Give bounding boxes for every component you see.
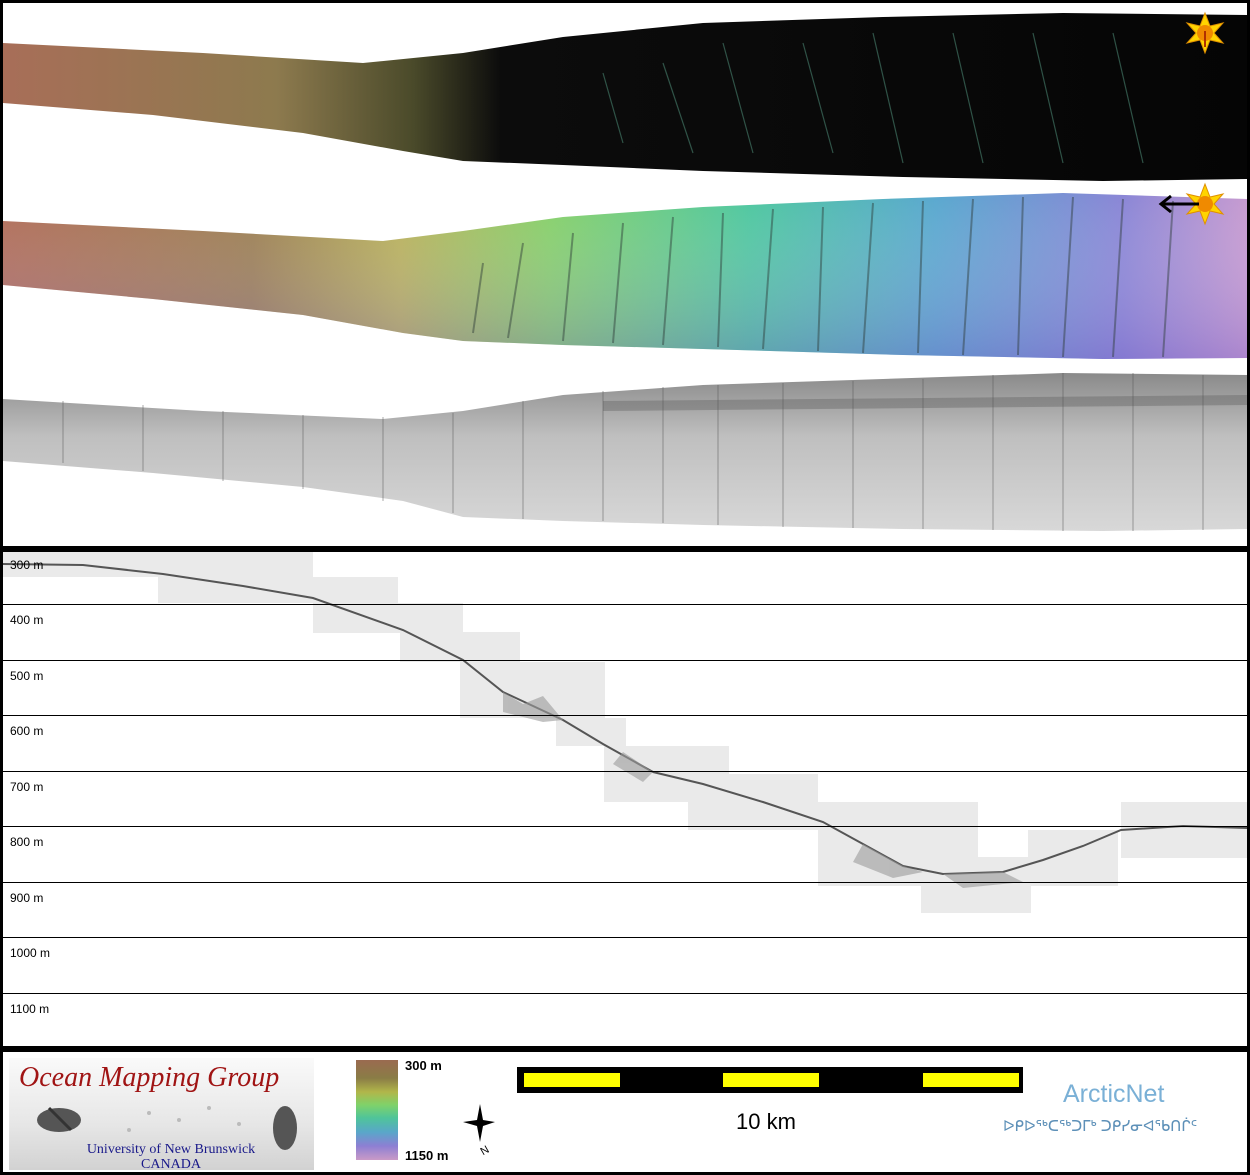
depth-label-500: 500 m bbox=[10, 669, 44, 683]
seismic-profile bbox=[3, 552, 1247, 913]
logo-country: CANADA bbox=[141, 1157, 201, 1170]
svg-text:N: N bbox=[479, 1144, 492, 1158]
colorbar-top-label: 300 m bbox=[405, 1058, 442, 1073]
depth-label-800: 800 m bbox=[10, 835, 44, 849]
depth-profile-panel: 300 m 400 m 500 m 600 m 700 m 800 m 900 … bbox=[3, 552, 1247, 1046]
depth-label-900: 900 m bbox=[10, 891, 44, 905]
depth-gridline bbox=[3, 715, 1247, 716]
scale-bar bbox=[517, 1067, 1023, 1093]
depth-label-400: 400 m bbox=[10, 613, 44, 627]
seafloor-image bbox=[37, 1106, 297, 1150]
sun-icon bbox=[1185, 182, 1225, 226]
map-panel bbox=[3, 3, 1247, 546]
depth-colorbar bbox=[356, 1060, 398, 1160]
depth-label-700: 700 m bbox=[10, 780, 44, 794]
depth-label-600: 600 m bbox=[10, 724, 44, 738]
legend-panel: Ocean Mapping Group University of New Br… bbox=[3, 1052, 1247, 1172]
depth-label-1100: 1100 m bbox=[10, 1002, 50, 1016]
colorbar-bottom-label: 1150 m bbox=[405, 1148, 449, 1163]
arcticnet-logo: ArcticNet bbox=[1063, 1080, 1165, 1108]
depth-gridline bbox=[3, 882, 1247, 883]
depth-gridline bbox=[3, 826, 1247, 827]
bathymetry-strips bbox=[3, 11, 1247, 531]
north-arrow-icon: N bbox=[463, 1104, 495, 1158]
scale-segment bbox=[923, 1073, 1019, 1087]
ocean-mapping-group-logo: Ocean Mapping Group University of New Br… bbox=[9, 1058, 314, 1170]
logo-title: Ocean Mapping Group bbox=[19, 1062, 280, 1093]
seafloor-profile-line bbox=[3, 563, 1247, 876]
logo-subtitle: University of New Brunswick CANADA bbox=[81, 1142, 261, 1170]
backscatter-strip bbox=[3, 373, 1247, 531]
depth-gridline bbox=[3, 771, 1247, 772]
sun-icon bbox=[1185, 11, 1225, 55]
depth-label-1000: 1000 m bbox=[10, 946, 51, 960]
depth-gridline bbox=[3, 660, 1247, 661]
multibeam-strip-night bbox=[3, 13, 1247, 181]
scale-segment bbox=[524, 1073, 620, 1087]
depth-gridline bbox=[3, 937, 1247, 938]
scale-segment bbox=[723, 1073, 819, 1087]
arcticnet-inuktitut: ᐅᑭᐅᖅᑕᖅᑐᒥᒃ ᑐᑭᓯᓂᐊᖃᑎᒌᑦ bbox=[1003, 1118, 1198, 1135]
scale-label: 10 km bbox=[736, 1109, 796, 1134]
depth-gridline bbox=[3, 993, 1247, 994]
left-arrow-icon bbox=[1158, 194, 1199, 214]
depth-label-300: 300 m bbox=[10, 558, 44, 572]
logo-university: University of New Brunswick bbox=[86, 1142, 256, 1157]
depth-gridline bbox=[3, 604, 1247, 605]
